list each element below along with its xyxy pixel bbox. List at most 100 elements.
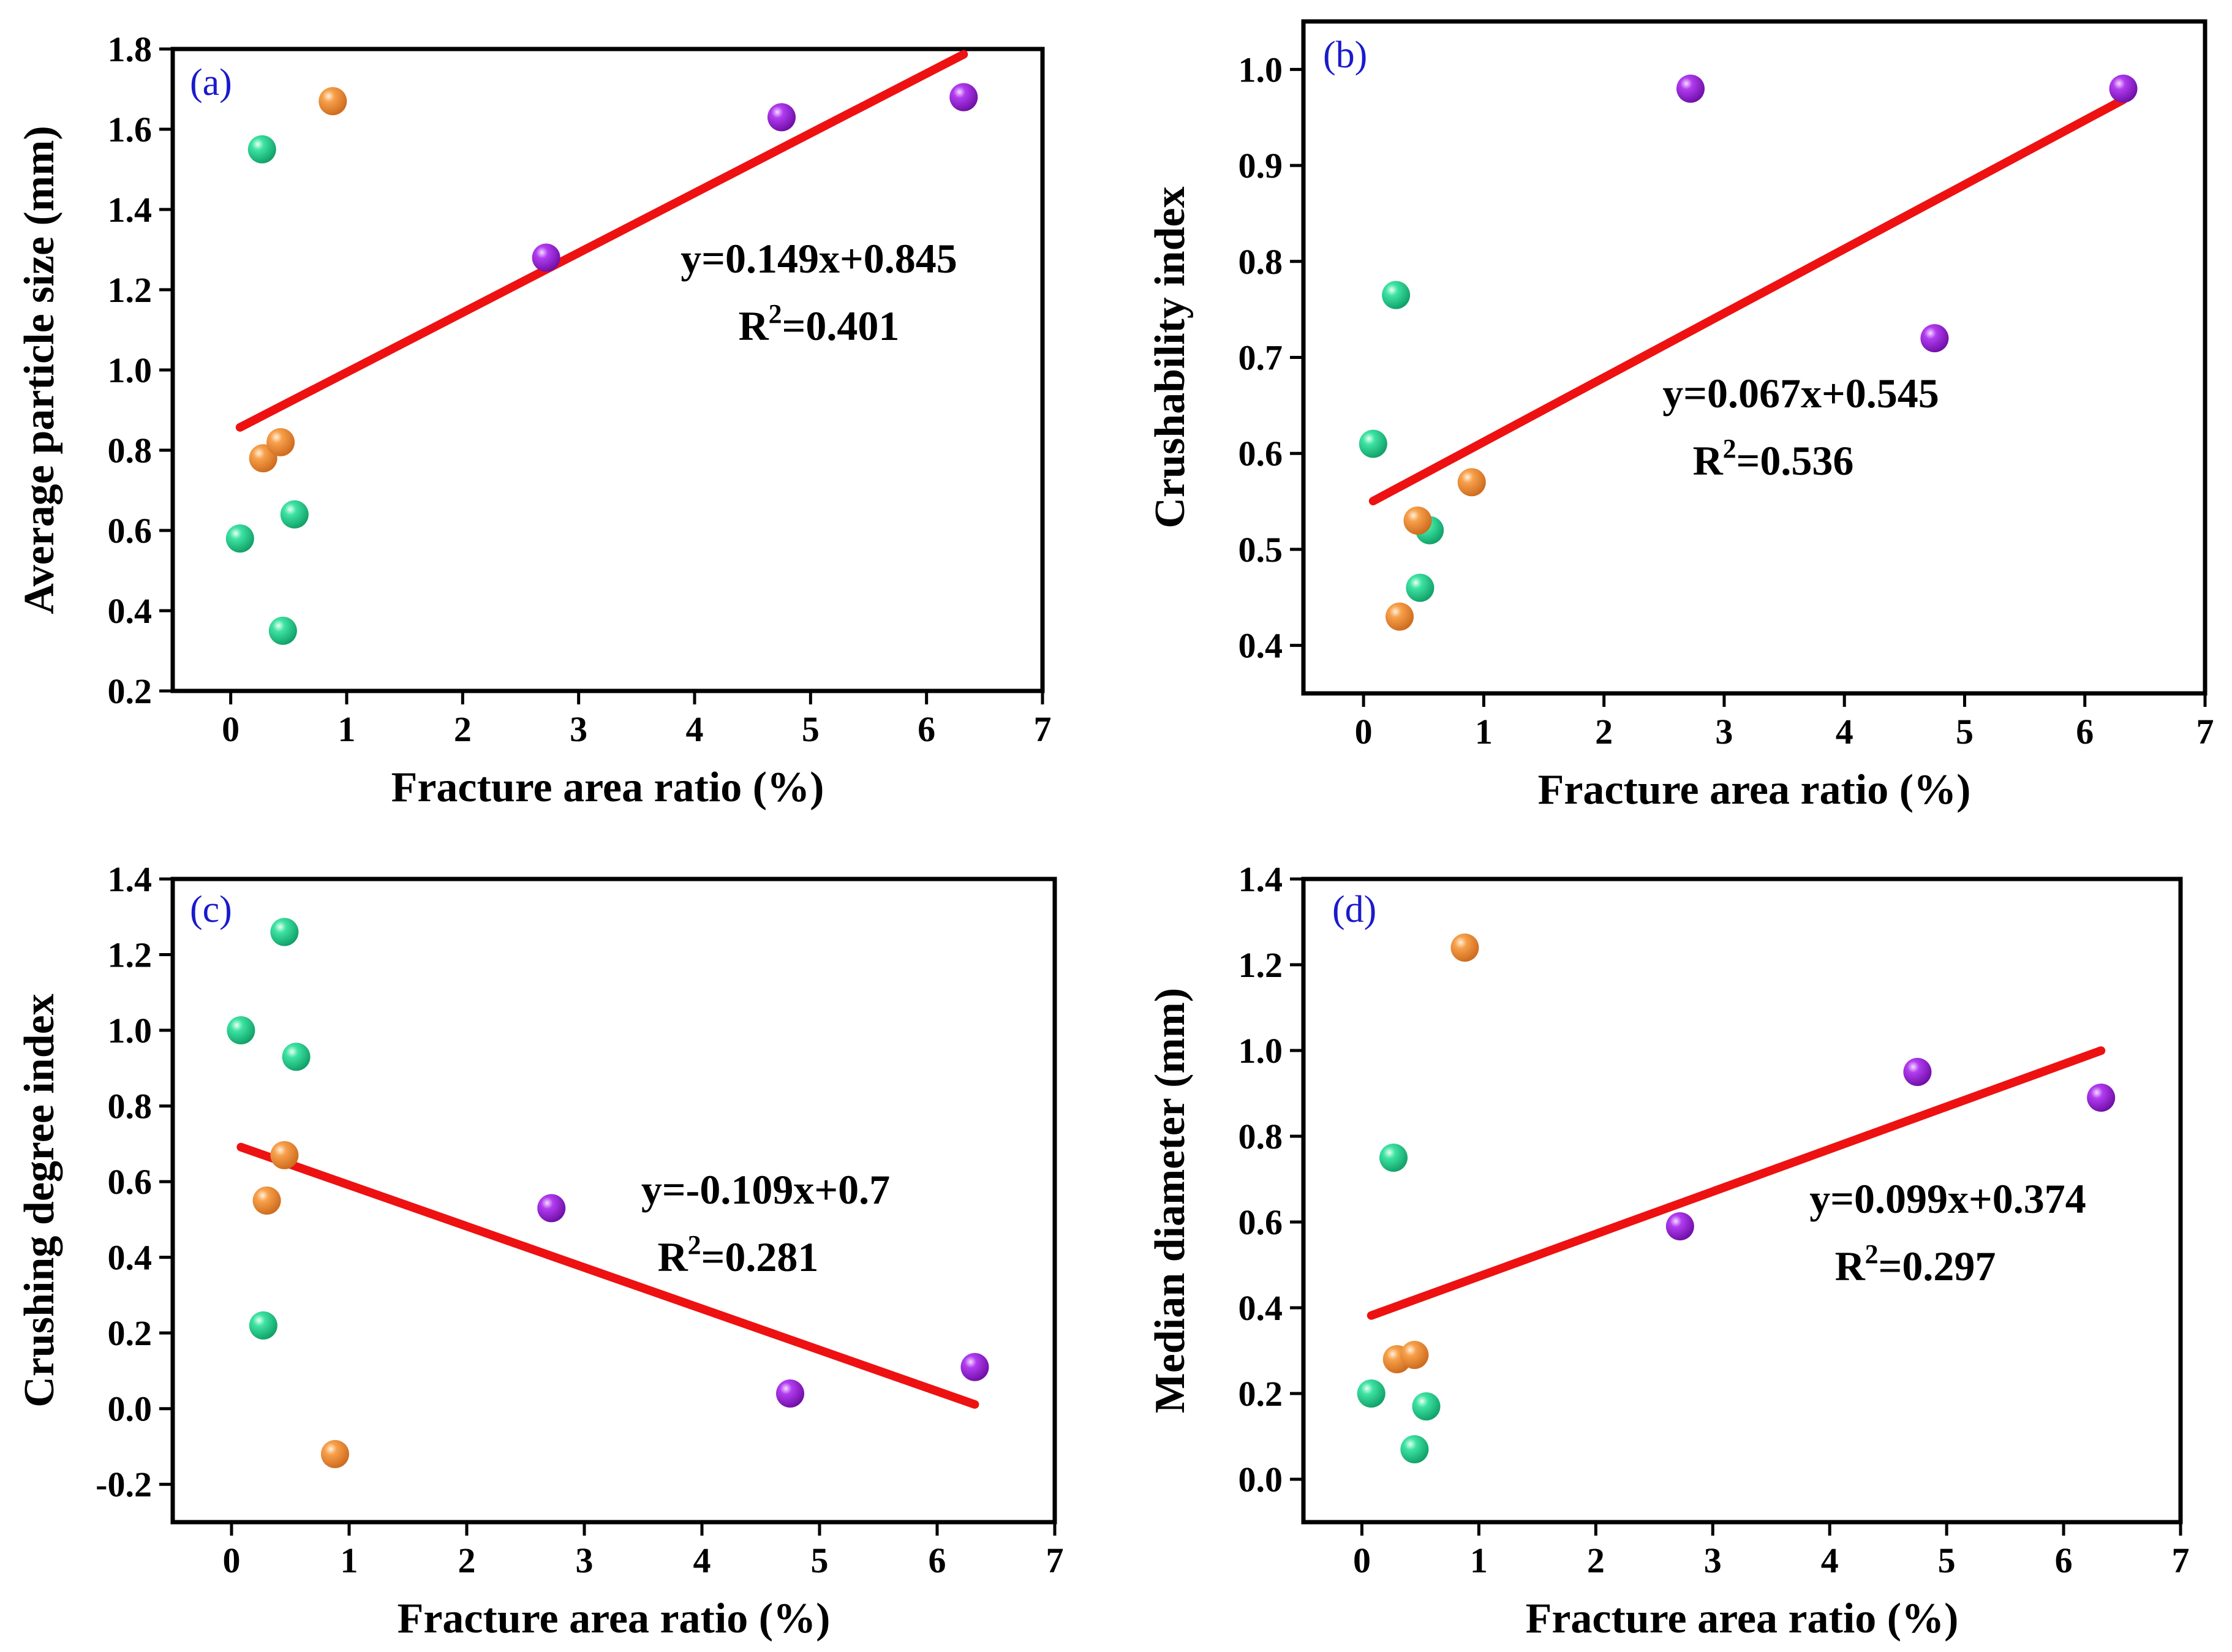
x-tick-label: 3 (576, 1541, 594, 1580)
y-tick-label: 0.4 (1239, 626, 1283, 666)
y-tick-label: 0.8 (108, 1087, 153, 1126)
data-point-orange (270, 1141, 299, 1169)
data-point-green (227, 1016, 255, 1045)
plot-frame (170, 47, 1045, 693)
y-tick-label: 1.2 (108, 270, 153, 310)
x-tick-label: 5 (1956, 712, 1974, 752)
y-tick-label: 1.4 (108, 190, 153, 230)
y-tick-label: 0.8 (108, 431, 153, 470)
y-tick-label: 0.6 (1239, 1202, 1283, 1242)
y-tick-label: 0.7 (1239, 338, 1283, 378)
x-tick-label: 3 (570, 709, 587, 749)
y-tick-label: 0.6 (108, 511, 153, 551)
y-tick-label: 1.6 (108, 110, 153, 149)
fit-line (1368, 95, 2128, 506)
x-tick-label: 7 (1034, 709, 1052, 749)
r2-value: =0.536 (1736, 437, 1854, 484)
data-point-orange (319, 87, 347, 116)
y-tick-label: 0.0 (108, 1389, 153, 1429)
data-point-green (280, 500, 309, 529)
data-point-green (1357, 1379, 1386, 1408)
fit-r2: R2=0.536 (1693, 434, 1854, 484)
data-point-orange (1457, 468, 1486, 497)
data-point-purple (537, 1194, 566, 1223)
y-tick-label: 1.0 (1239, 1031, 1283, 1071)
x-tick-label: 1 (341, 1541, 358, 1580)
panel-a: 0 1 2 3 4 5 6 7 0.2 0.4 0.6 0.8 1.0 1.2 1.4 1.6 1.8 Fract… (16, 29, 1052, 811)
r2-superscript: 2 (769, 299, 782, 329)
r2-superscript: 2 (1865, 1239, 1879, 1269)
y-tick-label: 1.4 (108, 859, 153, 899)
x-tick-label: 0 (222, 709, 239, 749)
data-point-purple (2109, 74, 2138, 103)
fit-line (236, 1142, 979, 1409)
data-point-purple (960, 1352, 989, 1381)
x-tick-label: 6 (2055, 1541, 2073, 1580)
data-point-purple (949, 83, 978, 111)
x-tick-label: 6 (2076, 712, 2094, 752)
data-point-purple (1920, 324, 1949, 353)
x-axis-title: Fracture area ratio (%) (391, 764, 824, 811)
x-axis-title: Fracture area ratio (%) (1538, 766, 1971, 813)
y-tick-label: 0.4 (1239, 1288, 1283, 1328)
x-tick-label: 2 (1595, 712, 1613, 752)
y-tick-label: 1.2 (1239, 945, 1283, 985)
x-tick-label: 4 (1836, 712, 1853, 752)
x-tick-label: 4 (686, 709, 704, 749)
x-tick-label: 4 (693, 1541, 711, 1580)
x-tick-label: 1 (1470, 1541, 1488, 1580)
r2-letter: R (739, 303, 769, 349)
x-tick-label: 0 (223, 1541, 241, 1580)
plot-frame (1301, 19, 2207, 696)
data-point-purple (532, 243, 560, 272)
plot-frame (170, 877, 1057, 1525)
panel-label: (b) (1323, 34, 1367, 76)
fit-r2: R2=0.297 (1835, 1239, 1996, 1289)
y-tick-label: -0.2 (96, 1465, 152, 1504)
x-tick-label: 5 (802, 709, 820, 749)
panel-label: (d) (1332, 889, 1376, 930)
x-tick-label: 5 (1938, 1541, 1956, 1580)
y-tick-label: 0.6 (108, 1162, 153, 1202)
x-axis-title: Fracture area ratio (%) (1526, 1595, 1959, 1642)
y-tick-label: 1.8 (108, 29, 153, 69)
data-point-green (247, 135, 276, 164)
panel-label: (a) (190, 62, 232, 104)
x-tick-label: 0 (1355, 712, 1373, 752)
fit-equation: y=0.099x+0.374 (1809, 1175, 2086, 1222)
y-axis-title: Average particle size (mm) (16, 126, 63, 614)
data-point-orange (1386, 602, 1414, 631)
x-tick-label: 2 (454, 709, 472, 749)
r2-superscript: 2 (688, 1230, 701, 1260)
x-tick-label: 2 (1587, 1541, 1605, 1580)
data-point-green (268, 616, 297, 645)
fit-line (235, 50, 968, 432)
panel-c: 0 1 2 3 4 5 6 7 -0.2 0.0 0.2 0.4 0.6 0.8 1.0 1.2 1.4 Frac… (16, 859, 1064, 1642)
y-tick-label: 0.5 (1239, 530, 1283, 570)
r2-letter: R (1835, 1243, 1866, 1289)
panel-b: 0 1 2 3 4 5 6 7 0.4 0.5 0.6 0.7 0.8 0.9 1.0 Fracture ar… (1147, 19, 2214, 813)
data-point-orange (266, 428, 295, 456)
data-point-green (1382, 281, 1411, 309)
data-point-purple (2087, 1084, 2116, 1112)
y-tick-label: 0.4 (108, 591, 153, 631)
data-point-green (1406, 573, 1435, 602)
data-point-purple (776, 1379, 804, 1408)
x-tick-label: 6 (929, 1541, 946, 1580)
y-tick-label: 0.8 (1239, 242, 1283, 282)
data-point-orange (1400, 1341, 1429, 1369)
x-tick-label: 7 (2172, 1541, 2190, 1580)
x-tick-label: 7 (1046, 1541, 1064, 1580)
r2-value: =0.401 (782, 303, 900, 349)
panel-d: 0 1 2 3 4 5 6 7 0.0 0.2 0.4 0.6 0.8 1.0 1.2 1.4 Fracture… (1147, 859, 2190, 1642)
x-tick-label: 2 (458, 1541, 476, 1580)
x-tick-label: 0 (1353, 1541, 1371, 1580)
x-tick-label: 3 (1704, 1541, 1722, 1580)
y-tick-label: 1.4 (1239, 859, 1283, 899)
y-tick-label: 0.2 (108, 671, 153, 711)
r2-value: =0.281 (701, 1234, 819, 1280)
x-tick-label: 1 (1475, 712, 1493, 752)
data-point-orange (1450, 933, 1479, 962)
data-point-purple (1903, 1058, 1932, 1086)
